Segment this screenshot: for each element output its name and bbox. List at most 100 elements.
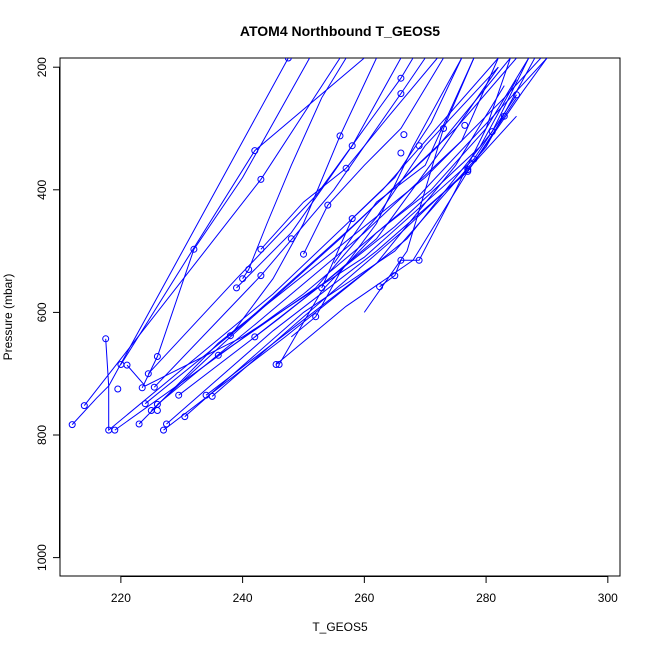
series-line-11 xyxy=(150,58,517,411)
data-point xyxy=(181,413,189,421)
series-line-24 xyxy=(254,66,499,338)
plot-area xyxy=(68,58,548,434)
data-point xyxy=(397,90,405,98)
data-point xyxy=(488,128,496,136)
data-point xyxy=(257,175,265,183)
series-line-30 xyxy=(321,58,463,289)
series-line-26 xyxy=(275,97,517,365)
data-point xyxy=(102,335,110,343)
y-axis: 200 400 600 800 1000 xyxy=(35,57,60,571)
chart-title: ATOM4 Northbound T_GEOS5 xyxy=(240,23,440,39)
data-point xyxy=(287,235,295,243)
data-point xyxy=(208,392,216,400)
x-tick-label: 240 xyxy=(233,591,253,605)
series-line-29 xyxy=(303,58,444,255)
data-point xyxy=(214,351,222,359)
data-point xyxy=(318,284,326,292)
data-point xyxy=(312,313,320,321)
x-axis-label: T_GEOS5 xyxy=(312,620,368,634)
series-line-6 xyxy=(126,94,517,387)
data-point xyxy=(415,142,423,150)
series-line-33 xyxy=(363,58,475,313)
data-point xyxy=(470,155,478,163)
data-point xyxy=(138,384,146,392)
data-point xyxy=(500,112,508,120)
series-line-32 xyxy=(379,58,511,288)
series-line-27 xyxy=(278,58,530,365)
data-point xyxy=(68,421,76,429)
data-point xyxy=(415,256,423,264)
data-point xyxy=(257,272,265,280)
data-point xyxy=(275,361,283,368)
data-point xyxy=(257,245,265,253)
data-point xyxy=(440,125,447,132)
data-point xyxy=(300,250,307,258)
y-tick-label: 800 xyxy=(35,425,49,445)
series-line-13 xyxy=(157,58,499,405)
series-line-5 xyxy=(120,58,365,365)
data-point xyxy=(251,147,259,155)
series-line-2 xyxy=(83,58,341,406)
series-line-19 xyxy=(211,115,517,397)
data-point xyxy=(400,131,408,139)
data-point xyxy=(397,74,405,82)
x-tick-label: 280 xyxy=(476,591,496,605)
series-group xyxy=(68,58,548,434)
series-line-15 xyxy=(166,58,548,425)
x-tick-label: 220 xyxy=(111,591,131,605)
y-axis-label: Pressure (mbar) xyxy=(1,274,15,361)
series-line-22 xyxy=(236,58,402,289)
data-point xyxy=(141,400,149,408)
data-point xyxy=(342,164,350,172)
data-point xyxy=(348,215,356,223)
data-point xyxy=(163,420,170,428)
series-line-16 xyxy=(178,79,517,396)
series-line-21 xyxy=(229,58,377,336)
data-point xyxy=(114,385,122,393)
data-point xyxy=(123,361,131,369)
data-point xyxy=(111,426,119,434)
series-line-9 xyxy=(144,58,511,405)
series-line-3 xyxy=(105,58,499,432)
series-line-31 xyxy=(333,58,475,264)
data-point xyxy=(160,426,167,434)
data-point xyxy=(135,420,143,428)
series-line-8 xyxy=(141,58,311,389)
series-line-17 xyxy=(184,58,536,417)
data-point xyxy=(150,383,158,391)
data-point xyxy=(391,272,399,280)
data-point xyxy=(153,407,161,414)
x-tick-label: 260 xyxy=(354,591,374,605)
data-point xyxy=(272,361,280,368)
data-point xyxy=(376,283,384,291)
data-point xyxy=(397,256,405,264)
series-line-12 xyxy=(153,58,426,388)
series-line-25 xyxy=(260,58,438,250)
data-point xyxy=(233,284,240,292)
series-line-28 xyxy=(290,58,463,338)
series-line-1 xyxy=(71,58,289,425)
data-point xyxy=(513,91,520,99)
data-point xyxy=(175,391,183,399)
data-point xyxy=(239,275,247,283)
y-tick-label: 200 xyxy=(35,57,49,77)
data-point xyxy=(251,333,259,341)
data-point xyxy=(461,121,469,129)
x-axis: 220 240 260 280 300 xyxy=(111,576,618,605)
data-point xyxy=(245,266,253,273)
series-line-10 xyxy=(147,58,414,375)
y-tick-label: 600 xyxy=(35,302,49,322)
series-line-20 xyxy=(218,66,499,356)
data-point xyxy=(284,58,292,62)
data-point xyxy=(336,132,344,140)
data-point xyxy=(226,332,234,340)
y-tick-label: 400 xyxy=(35,179,49,199)
series-line-23 xyxy=(242,58,347,279)
y-tick-label: 1000 xyxy=(35,544,49,571)
series-line-4 xyxy=(114,58,548,431)
x-tick-label: 300 xyxy=(598,591,618,605)
data-point xyxy=(397,149,405,157)
data-point xyxy=(190,245,198,253)
data-point xyxy=(153,353,161,360)
data-point xyxy=(464,167,472,175)
